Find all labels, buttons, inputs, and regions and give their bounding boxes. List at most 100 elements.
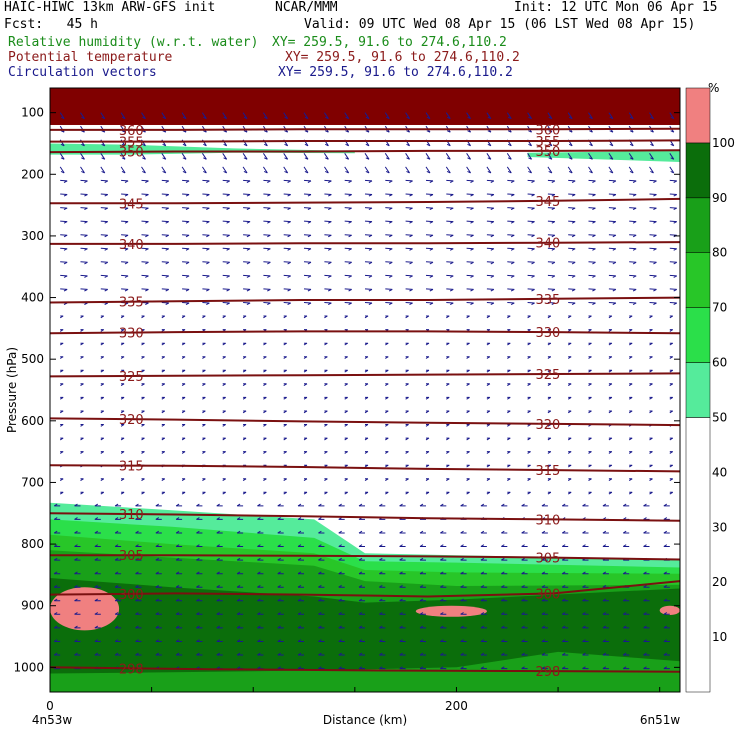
wind-vector	[425, 356, 430, 359]
wind-vector	[283, 179, 291, 183]
wind-vector	[547, 207, 556, 211]
wind-vector	[141, 234, 149, 238]
wind-vector	[53, 612, 61, 615]
colorbar-bin	[685, 197, 711, 253]
wind-vector	[263, 437, 267, 441]
wind-vector	[568, 207, 576, 211]
wind-vector	[59, 437, 64, 441]
wind-vector	[425, 478, 430, 482]
wind-vector	[74, 584, 81, 588]
wind-vector	[567, 329, 572, 332]
wind-vector	[175, 598, 183, 602]
top-dark-band	[50, 88, 680, 125]
wind-vector	[588, 153, 593, 160]
wind-vector	[379, 612, 386, 615]
colorbar-label: 70	[712, 301, 727, 315]
header-valid-time: Valid: 09 UTC Wed 08 Apr 15 (06 LST Wed …	[304, 17, 696, 32]
wind-vector	[608, 302, 617, 306]
wind-vector	[501, 652, 508, 656]
wind-vector	[161, 247, 170, 251]
wind-vector	[405, 396, 409, 400]
wind-vector	[567, 369, 572, 373]
theta-contour-label: 350	[119, 146, 144, 161]
wind-vector	[263, 288, 271, 292]
wind-vector	[567, 478, 572, 482]
wind-vector	[243, 288, 251, 292]
wind-vector	[100, 261, 109, 265]
wind-vector	[202, 261, 210, 265]
wind-vector	[100, 329, 105, 332]
wind-vector	[507, 288, 515, 292]
wind-vector	[507, 261, 515, 265]
wind-vector	[141, 153, 146, 160]
wind-vector	[419, 571, 426, 575]
wind-vector	[446, 274, 454, 278]
wind-vector	[141, 491, 145, 495]
wind-vector	[161, 356, 166, 359]
wind-vector	[425, 302, 434, 306]
wind-vector	[649, 193, 657, 197]
wind-vector	[297, 612, 304, 615]
wind-vector	[364, 342, 369, 346]
wind-vector	[318, 598, 325, 602]
wind-vector	[344, 396, 348, 400]
colorbar-bin	[685, 142, 711, 199]
wind-vector	[527, 247, 535, 251]
wind-vector	[196, 598, 203, 602]
wind-vector	[303, 247, 312, 251]
wind-vector	[608, 261, 617, 265]
wind-vector	[338, 666, 345, 670]
wind-vector	[399, 530, 406, 534]
wind-vector	[263, 342, 267, 346]
wind-vector	[649, 315, 653, 319]
wind-vector	[263, 193, 271, 197]
field-vectors-name: Circulation vectors	[8, 65, 157, 80]
wind-vector	[114, 625, 122, 629]
wind-vector	[121, 261, 129, 265]
wind-vector	[622, 503, 630, 507]
wind-vector	[181, 424, 186, 427]
wind-vector	[141, 247, 149, 251]
wind-vector	[521, 530, 528, 534]
wind-vector	[358, 598, 365, 602]
wind-vector	[324, 356, 328, 359]
wind-vector	[588, 302, 596, 306]
wind-vector	[263, 207, 271, 211]
wind-vector	[338, 652, 345, 656]
wind-vector	[338, 544, 345, 547]
wind-vector	[588, 369, 592, 373]
wind-vector	[120, 329, 125, 332]
theta-contour-label: 330	[535, 326, 560, 341]
wind-vector	[521, 503, 528, 507]
wind-vector	[161, 207, 170, 211]
wind-vector	[446, 464, 450, 468]
wind-vector	[181, 342, 186, 346]
wind-vector	[446, 437, 450, 441]
wind-vector	[663, 584, 670, 588]
wind-vector	[501, 625, 508, 629]
wind-vector	[324, 247, 332, 251]
wind-vector	[60, 274, 68, 278]
wind-vector	[297, 517, 304, 520]
wind-vector	[588, 315, 592, 319]
wind-vector	[324, 369, 328, 373]
wind-vector	[608, 491, 613, 495]
wind-vector	[379, 571, 386, 575]
wind-vector	[425, 247, 434, 251]
wind-vector	[547, 153, 553, 160]
wind-vector	[297, 598, 304, 602]
wind-vector	[135, 557, 142, 561]
wind-vector	[419, 666, 426, 670]
wind-vector	[242, 410, 247, 414]
wind-vector	[480, 571, 487, 575]
wind-vector	[344, 234, 352, 238]
wind-vector	[59, 451, 64, 454]
wind-vector	[222, 356, 226, 359]
wind-vector	[405, 247, 413, 251]
wind-vector	[182, 234, 190, 238]
wind-vector	[283, 369, 287, 373]
colorbar-label: 10	[712, 630, 727, 644]
wind-vector	[425, 315, 430, 319]
wind-vector	[486, 179, 495, 183]
wind-vector	[541, 666, 548, 670]
